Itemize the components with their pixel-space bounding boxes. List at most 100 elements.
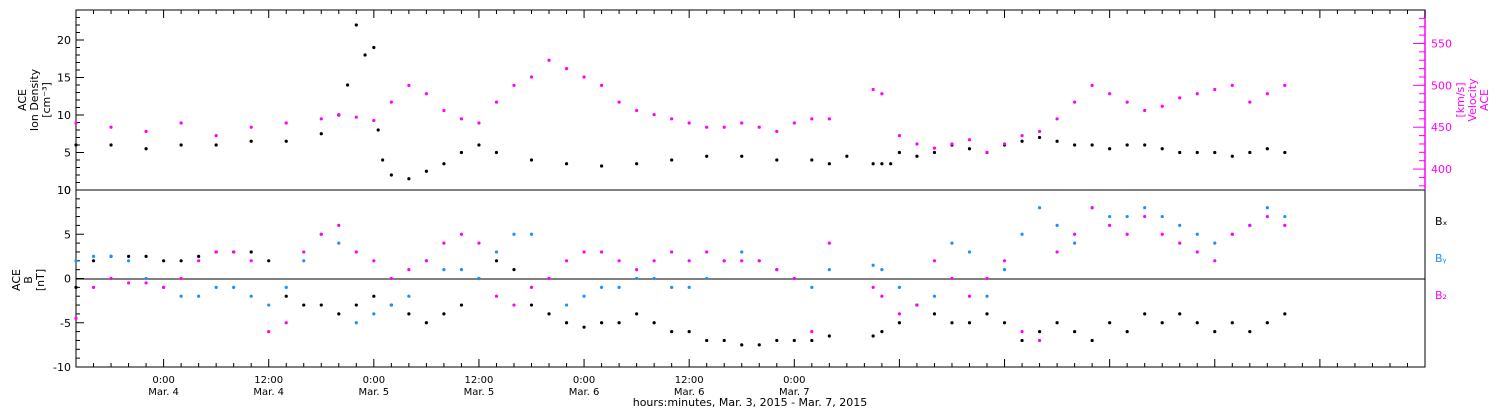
bfield-series0-point xyxy=(126,254,131,258)
bfield-series2-point xyxy=(407,268,411,272)
velocity-series0-point xyxy=(599,83,604,87)
top-left-ytick-label: 0 xyxy=(64,184,71,197)
bfield-series0-point xyxy=(599,321,604,325)
bfield-series0-point xyxy=(302,303,306,307)
bfield-series0-point xyxy=(687,330,691,334)
bfield-series1-point xyxy=(705,276,709,281)
bfield-series1-point xyxy=(687,285,691,289)
bfield-series0-point xyxy=(494,259,499,263)
density-series0-point xyxy=(932,150,937,155)
velocity-series0-point xyxy=(705,125,709,129)
density-series0-point xyxy=(74,143,78,147)
bfield-series2-point xyxy=(1230,232,1234,236)
density-series0-point xyxy=(1230,154,1234,158)
velocity-series0-point xyxy=(494,100,499,104)
bfield-series2-point xyxy=(389,276,393,281)
bfield-series2-point xyxy=(740,259,744,263)
density-series0-point xyxy=(459,150,464,155)
bfield-series2-point xyxy=(1195,250,1199,254)
density-series0-point xyxy=(705,154,709,158)
bfield-series2-point xyxy=(1143,214,1147,219)
density-series0-point xyxy=(635,162,639,166)
top-left-ytick-label: 20 xyxy=(57,34,71,47)
bfield-series1-point xyxy=(670,285,674,289)
density-series0-point xyxy=(284,139,288,143)
velocity-series0-point xyxy=(1178,96,1182,100)
velocity-series0-point xyxy=(1248,100,1252,104)
velocity-series0-point xyxy=(1090,83,1094,87)
density-series0-point xyxy=(827,162,831,166)
bfield-series2-point xyxy=(827,241,831,245)
density-series0-point xyxy=(915,154,919,158)
velocity-series0-point xyxy=(529,75,534,79)
density-series0-point xyxy=(319,132,323,136)
bfield-series2-point xyxy=(442,241,446,245)
velocity-series0-point xyxy=(757,125,761,129)
bottom-ytick-label: 0 xyxy=(64,273,71,286)
bfield-series1-point xyxy=(249,294,253,298)
velocity-series0-point xyxy=(1143,108,1147,113)
velocity-series0-point xyxy=(687,121,691,125)
marks-layer xyxy=(74,23,1287,347)
bfield-series0-point xyxy=(617,321,621,325)
bfield-series1-point xyxy=(407,294,411,298)
bfield-series0-point xyxy=(354,303,358,307)
bfield-series1-point xyxy=(354,321,358,325)
bfield-series2-point xyxy=(302,250,306,254)
bfield-series1-point xyxy=(389,303,393,307)
bfield-series0-point xyxy=(1213,330,1217,334)
velocity-series0-point xyxy=(1230,83,1234,87)
velocity-series0-point xyxy=(1265,92,1269,96)
velocity-series0-point xyxy=(897,133,902,138)
x-tick-date-label: Mar. 4 xyxy=(148,387,179,398)
density-series0-point xyxy=(1195,150,1199,155)
bfield-series1-point xyxy=(337,241,341,245)
bfield-series0-point xyxy=(1230,321,1234,325)
bfield-series1-point xyxy=(617,285,621,289)
velocity-series0-point xyxy=(652,113,656,117)
bfield-series2-point xyxy=(617,259,621,263)
bfield-series2-point xyxy=(337,223,341,227)
bfield-series2-point xyxy=(915,303,919,307)
bfield-series0-point xyxy=(757,343,761,347)
bfield-series2-point xyxy=(109,276,113,281)
bfield-series2-point xyxy=(179,276,183,281)
bfield-series2-point xyxy=(214,250,218,254)
bfield-series0-point xyxy=(652,321,656,325)
bfield-series1-point xyxy=(897,285,902,289)
bfield-series0-point xyxy=(372,294,376,298)
bfield-series2-point xyxy=(1248,223,1252,227)
top-right-ylabel-line2: Velocity xyxy=(1466,78,1479,122)
bfield-series1-point xyxy=(1037,206,1042,210)
bfield-series0-point xyxy=(1283,312,1287,316)
velocity-series0-point xyxy=(512,83,516,87)
velocity-series0-point xyxy=(144,129,148,133)
bfield-series0-point xyxy=(871,334,875,338)
x-tick-time-label: 0:00 xyxy=(363,375,385,386)
velocity-series0-point xyxy=(284,121,288,125)
bfield-series0-point xyxy=(442,312,446,316)
bfield-series2-point xyxy=(722,259,726,263)
bfield-series1-point xyxy=(1265,206,1269,210)
bfield-series1-point xyxy=(109,254,113,258)
bfield-series1-point xyxy=(635,276,639,281)
bfield-series0-point xyxy=(74,285,78,289)
velocity-series0-point xyxy=(617,100,621,104)
density-series0-point xyxy=(1125,143,1129,147)
bfield-series2-point xyxy=(687,259,691,263)
bfield-series1-point xyxy=(1213,241,1217,245)
density-series0-point xyxy=(1160,147,1164,151)
bfield-series1-point xyxy=(494,250,499,254)
bfield-series0-point xyxy=(179,259,183,263)
top-right-ytick-label: 550 xyxy=(1431,37,1452,50)
bfield-series1-point xyxy=(950,241,954,245)
velocity-series0-point xyxy=(564,67,569,71)
velocity-series0-point xyxy=(477,121,481,125)
top-left-ytick-label: 15 xyxy=(57,72,71,85)
density-series0-point xyxy=(144,147,148,151)
bfield-series0-point xyxy=(670,330,674,334)
bfield-series0-point xyxy=(582,325,586,329)
bfield-series2-point xyxy=(74,316,78,320)
bfield-series2-point xyxy=(249,259,253,263)
